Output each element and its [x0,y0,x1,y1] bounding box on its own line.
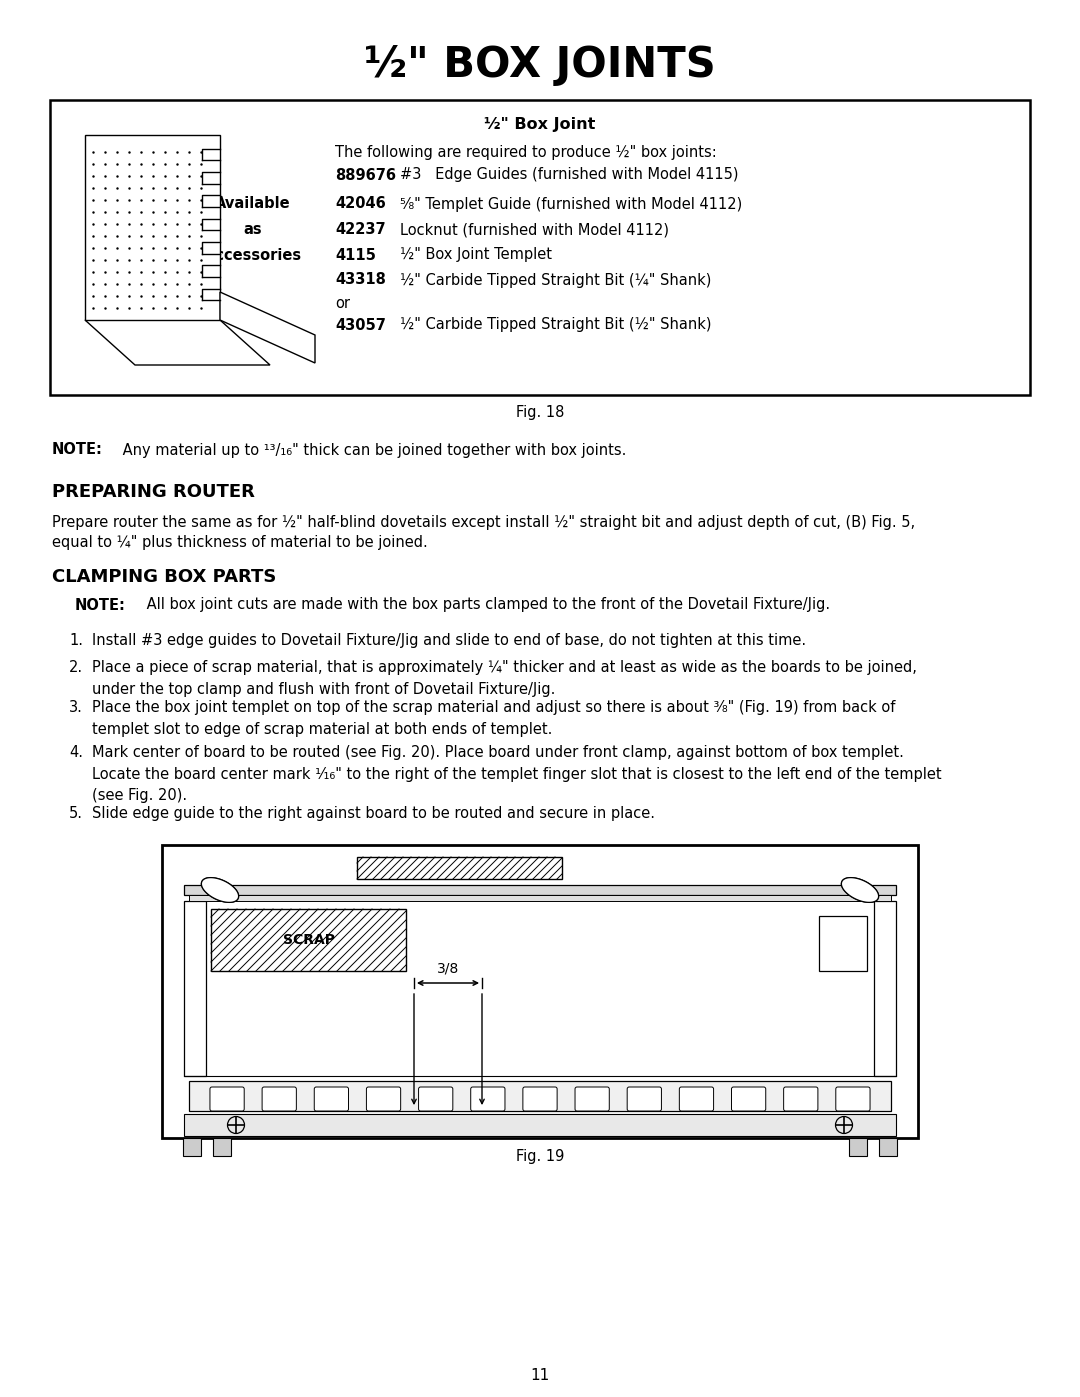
Text: 4115: 4115 [335,247,376,263]
Bar [211,909,406,971]
Text: 42237: 42237 [335,222,386,237]
Text: ½" Box Joint Templet: ½" Box Joint Templet [400,247,552,263]
Text: CLAMPING BOX PARTS: CLAMPING BOX PARTS [52,569,276,585]
FancyBboxPatch shape [314,1087,349,1111]
FancyBboxPatch shape [627,1087,661,1111]
Text: Any material up to ¹³/₁₆" thick can be joined together with box joints.: Any material up to ¹³/₁₆" thick can be j… [118,443,626,457]
Text: The following are required to produce ½" box joints:: The following are required to produce ½"… [335,144,717,159]
Text: 43057: 43057 [335,317,386,332]
FancyBboxPatch shape [523,1087,557,1111]
Bar [849,1139,867,1155]
Text: or: or [335,296,350,310]
Bar [162,845,918,1139]
Polygon shape [220,292,315,363]
Text: NOTE:: NOTE: [52,443,103,457]
Text: as: as [244,222,262,237]
Bar [50,101,1030,395]
FancyBboxPatch shape [419,1087,453,1111]
Text: 1.: 1. [69,633,83,648]
Polygon shape [85,320,270,365]
Bar [189,895,891,901]
Text: 43318: 43318 [335,272,386,288]
Text: Fig. 18: Fig. 18 [516,405,564,420]
Text: 5.: 5. [69,806,83,821]
FancyBboxPatch shape [262,1087,296,1111]
Text: equal to ¼" plus thickness of material to be joined.: equal to ¼" plus thickness of material t… [52,535,428,550]
Text: ½" Carbide Tipped Straight Bit (½" Shank): ½" Carbide Tipped Straight Bit (½" Shank… [400,317,712,332]
Bar [184,901,206,1076]
Text: Mark center of board to be routed (see Fig. 20). Place board under front clamp, : Mark center of board to be routed (see F… [92,745,942,803]
Text: All box joint cuts are made with the box parts clamped to the front of the Dovet: All box joint cuts are made with the box… [141,598,831,612]
FancyBboxPatch shape [366,1087,401,1111]
Bar [184,886,896,895]
Bar [879,1139,897,1155]
Bar [213,1139,231,1155]
FancyBboxPatch shape [784,1087,818,1111]
Polygon shape [85,136,220,320]
FancyBboxPatch shape [575,1087,609,1111]
Text: SCRAP: SCRAP [283,933,335,947]
Text: ½" Box Joint: ½" Box Joint [484,116,596,131]
Text: 4.: 4. [69,745,83,760]
Bar [874,901,896,1076]
Text: Place the box joint templet on top of the scrap material and adjust so there is : Place the box joint templet on top of th… [92,700,895,736]
Polygon shape [201,877,239,902]
Text: 42046: 42046 [335,197,386,211]
FancyBboxPatch shape [210,1087,244,1111]
Text: 11: 11 [530,1369,550,1383]
Text: Available: Available [215,197,291,211]
Bar [189,1081,891,1111]
FancyBboxPatch shape [679,1087,714,1111]
Text: Accessories: Accessories [204,247,301,263]
Text: Install #3 edge guides to Dovetail Fixture/Jig and slide to end of base, do not : Install #3 edge guides to Dovetail Fixtu… [92,633,806,648]
Text: Locknut (furnished with Model 4112): Locknut (furnished with Model 4112) [400,222,669,237]
Bar [183,1139,201,1155]
Text: Fig. 19: Fig. 19 [516,1150,564,1165]
Bar [357,856,562,879]
Text: 3.: 3. [69,700,83,715]
Text: Place a piece of scrap material, that is approximately ¼" thicker and at least a: Place a piece of scrap material, that is… [92,659,917,697]
FancyBboxPatch shape [836,1087,870,1111]
Text: NOTE:: NOTE: [75,598,126,612]
Bar [184,1113,896,1136]
FancyBboxPatch shape [471,1087,505,1111]
Text: #3   Edge Guides (furnished with Model 4115): #3 Edge Guides (furnished with Model 411… [400,168,739,183]
Text: ⁵⁄₈" Templet Guide (furnished with Model 4112): ⁵⁄₈" Templet Guide (furnished with Model… [400,197,742,211]
Polygon shape [841,877,879,902]
Text: ½" BOX JOINTS: ½" BOX JOINTS [364,43,716,87]
Polygon shape [201,877,239,902]
Bar [819,916,867,971]
Polygon shape [841,877,879,902]
Text: 889676: 889676 [335,168,396,183]
FancyBboxPatch shape [731,1087,766,1111]
Text: PREPARING ROUTER: PREPARING ROUTER [52,483,255,502]
Text: Prepare router the same as for ½" half-blind dovetails except install ½" straigh: Prepare router the same as for ½" half-b… [52,515,915,529]
Text: ½" Carbide Tipped Straight Bit (¼" Shank): ½" Carbide Tipped Straight Bit (¼" Shank… [400,272,712,288]
Text: 2.: 2. [69,659,83,675]
Text: 3/8: 3/8 [437,963,459,977]
Bar [357,856,562,879]
Text: Slide edge guide to the right against board to be routed and secure in place.: Slide edge guide to the right against bo… [92,806,654,821]
Bar [211,909,406,971]
